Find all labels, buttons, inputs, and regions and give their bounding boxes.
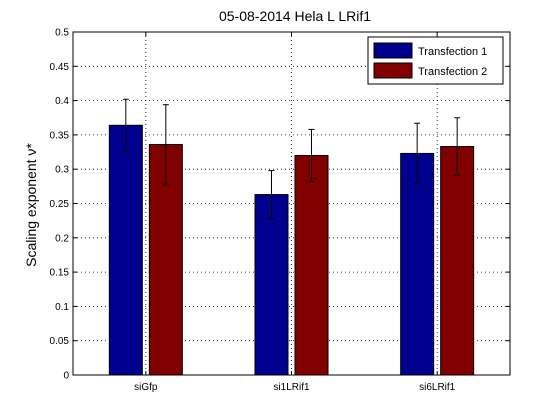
legend: Transfection 1 Transfection 2 (367, 36, 504, 85)
y-axis-label: Scaling exponent ν* (23, 143, 39, 267)
legend-label-2: Transfection 2 (418, 66, 487, 78)
y-tick-label: 0.3 (55, 165, 69, 176)
y-tick-label: 0 (63, 371, 69, 382)
grid (73, 32, 510, 375)
legend-label-1: Transfection 1 (418, 46, 487, 58)
x-tick-label: siGfp (134, 382, 158, 393)
axes: 0 0.05 0.1 0.15 0.2 0.25 0.3 0.35 0.4 0.45 0.5 siGf… (50, 28, 511, 393)
bar-2-si6LRif1 (440, 146, 475, 376)
y-tick-label: 0.15 (50, 268, 70, 279)
legend-swatch-2 (373, 62, 413, 79)
bar-2-si1LRif1 (294, 154, 329, 376)
chart-title: 05-08-2014 Hela L LRif1 (219, 8, 371, 24)
bar-1-siGfp (108, 124, 143, 376)
legend-swatch-1 (373, 42, 413, 59)
y-tick-label: 0.25 (50, 199, 70, 210)
y-tick-label: 0.45 (50, 62, 70, 73)
y-tick-label: 0.2 (55, 233, 69, 244)
y-tick-label: 0.1 (55, 302, 69, 313)
x-tick-label: si6LRif1 (419, 382, 456, 393)
bar-1-si1LRif1 (254, 194, 289, 376)
y-tick-label: 0.05 (50, 336, 70, 347)
y-tick-label: 0.5 (55, 28, 69, 39)
bars (108, 98, 475, 376)
x-tick-label: si1LRif1 (273, 382, 310, 393)
y-tick-label: 0.35 (50, 130, 70, 141)
y-tick-label: 0.4 (55, 96, 69, 107)
bar-1-si6LRif1 (400, 152, 435, 376)
